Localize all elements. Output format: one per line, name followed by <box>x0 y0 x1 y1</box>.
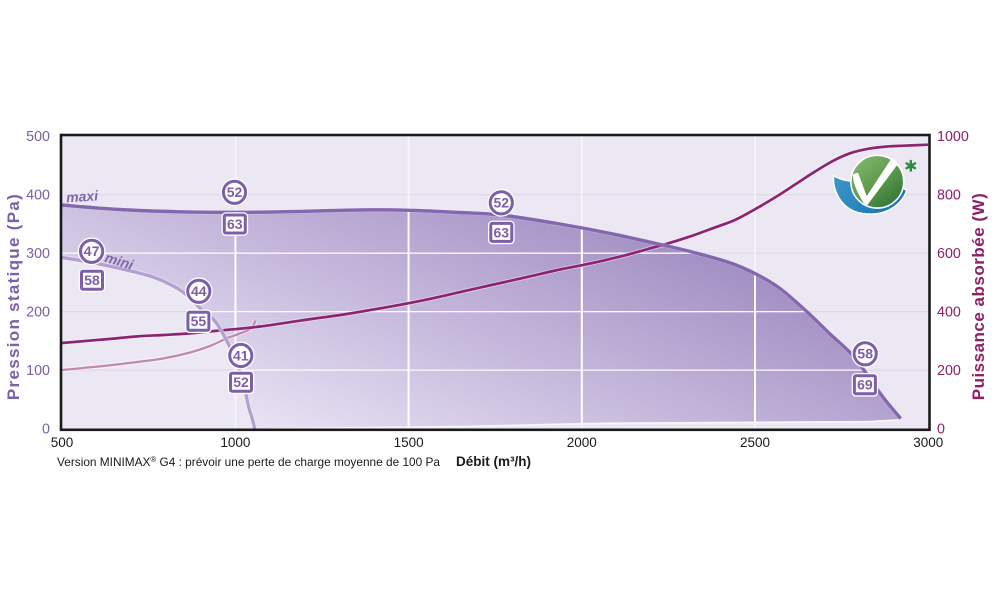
svg-text:3000: 3000 <box>913 435 943 450</box>
svg-text:400: 400 <box>937 305 961 321</box>
svg-text:Pression statique (Pa): Pression statique (Pa) <box>4 193 23 400</box>
svg-text:2500: 2500 <box>740 435 770 450</box>
svg-text:1500: 1500 <box>394 435 424 450</box>
svg-text:100: 100 <box>26 363 50 379</box>
svg-text:55: 55 <box>191 313 207 329</box>
svg-text:0: 0 <box>937 422 945 438</box>
svg-text:63: 63 <box>227 216 243 232</box>
svg-text:69: 69 <box>857 377 873 393</box>
svg-text:63: 63 <box>494 224 510 240</box>
svg-text:Version MINIMAX® G4 : prévoir: Version MINIMAX® G4 : prévoir une perte … <box>57 455 440 469</box>
svg-text:500: 500 <box>26 129 50 145</box>
svg-text:52: 52 <box>227 184 243 200</box>
svg-text:41: 41 <box>233 347 249 363</box>
svg-text:47: 47 <box>84 243 100 259</box>
svg-text:800: 800 <box>937 188 961 204</box>
svg-text:200: 200 <box>937 363 961 379</box>
svg-text:maxi: maxi <box>66 187 100 205</box>
svg-text:200: 200 <box>26 305 50 321</box>
svg-text:1000: 1000 <box>220 435 250 450</box>
svg-text:52: 52 <box>233 374 249 390</box>
svg-text:500: 500 <box>51 435 74 450</box>
svg-text:2000: 2000 <box>567 435 597 450</box>
svg-text:58: 58 <box>84 272 100 288</box>
svg-text:Puissance absorbée (W): Puissance absorbée (W) <box>969 193 988 401</box>
svg-text:400: 400 <box>26 188 50 204</box>
svg-text:44: 44 <box>191 283 207 299</box>
svg-text:52: 52 <box>494 195 510 211</box>
svg-text:600: 600 <box>937 246 961 262</box>
svg-text:1000: 1000 <box>937 129 969 145</box>
svg-text:Débit (m³/h): Débit (m³/h) <box>456 454 531 469</box>
svg-text:0: 0 <box>42 422 50 438</box>
svg-text:58: 58 <box>857 346 873 362</box>
svg-text:300: 300 <box>26 246 50 262</box>
